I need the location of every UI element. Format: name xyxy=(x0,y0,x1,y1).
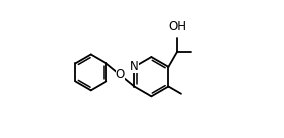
Text: OH: OH xyxy=(168,20,186,33)
Text: N: N xyxy=(130,60,139,73)
Text: O: O xyxy=(116,68,125,81)
